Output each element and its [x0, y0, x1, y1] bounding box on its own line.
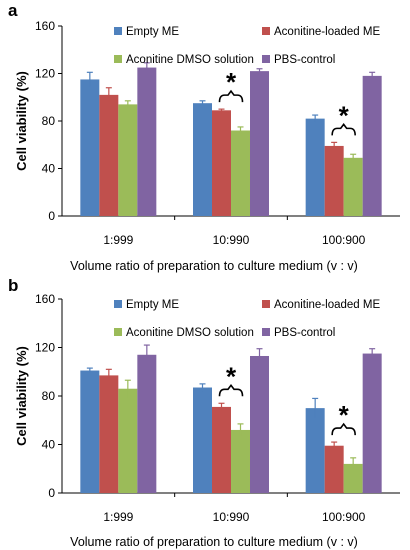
bar [362, 75, 382, 216]
significance-bracket [331, 123, 356, 136]
bar [362, 353, 382, 493]
legend-label: Aconitine-loaded ME [274, 299, 380, 311]
bar [118, 104, 138, 216]
significance-bracket [331, 422, 356, 436]
chart-panel-a: a 0 40 80 120 160 Cell viability (%) 1:999 10:99… [8, 1, 400, 273]
bar [324, 145, 344, 216]
x-tick-label: 100:900 [322, 233, 366, 247]
bar [343, 157, 363, 216]
y-tick-label: 40 [42, 438, 56, 452]
legend-swatch [262, 27, 270, 35]
significance-star: * [339, 400, 350, 430]
bar [250, 71, 269, 216]
chart-panel-b: b 0 40 80 120 160 Cell viability (%) 1:999 10:99… [8, 276, 400, 549]
y-axis-label: Cell viability (%) [14, 346, 29, 446]
significance-bracket [218, 383, 244, 397]
bar [118, 388, 138, 493]
bar [99, 375, 119, 493]
bar [231, 130, 250, 216]
x-axis-label: Volume ratio of preparation to culture m… [70, 535, 358, 549]
y-tick-label: 80 [42, 389, 56, 403]
x-tick-label: 100:900 [322, 510, 366, 524]
y-tick-label: 80 [42, 114, 56, 128]
panel-letter: a [8, 1, 18, 20]
y-tick-label: 160 [35, 292, 55, 306]
bar [80, 79, 100, 216]
bar [193, 103, 212, 216]
bar [212, 406, 231, 493]
legend-swatch [262, 55, 270, 63]
y-axis-label: Cell viability (%) [14, 71, 29, 171]
legend-label: Aconitine DMSO solution [126, 54, 254, 66]
x-tick-label: 10:990 [213, 510, 250, 524]
legend-swatch [114, 328, 122, 336]
legend-label: PBS-control [274, 54, 335, 66]
legend-swatch [114, 300, 122, 308]
bar [305, 408, 325, 493]
legend-label: PBS-control [274, 327, 335, 339]
bar [193, 387, 212, 493]
bar [324, 445, 344, 493]
y-tick-label: 0 [48, 209, 55, 223]
significance-star: * [339, 100, 350, 130]
y-tick-label: 120 [35, 67, 55, 81]
bar [231, 429, 250, 493]
significance-star: * [226, 67, 237, 97]
x-axis-label: Volume ratio of preparation to culture m… [70, 259, 358, 273]
legend-label: Empty ME [126, 26, 179, 38]
significance-bracket [218, 89, 244, 103]
legend-swatch [262, 300, 270, 308]
x-tick-label: 1:999 [103, 510, 133, 524]
bar [343, 463, 363, 493]
y-tick-label: 160 [35, 19, 55, 33]
bar [137, 67, 157, 216]
y-tick-label: 40 [42, 162, 56, 176]
panel-letter: b [8, 276, 18, 295]
legend-label: Empty ME [126, 299, 179, 311]
legend-swatch [262, 328, 270, 336]
bar [305, 118, 325, 216]
bar [137, 354, 157, 493]
legend-swatch [114, 27, 122, 35]
significance-star: * [226, 361, 237, 391]
bar [250, 355, 269, 493]
y-tick-label: 120 [35, 341, 55, 355]
legend-label: Aconitine-loaded ME [274, 26, 380, 38]
legend-label: Aconitine DMSO solution [126, 327, 254, 339]
bar [80, 370, 100, 493]
y-tick-label: 0 [48, 486, 55, 500]
x-tick-label: 10:990 [213, 233, 250, 247]
bar [212, 110, 231, 216]
legend-swatch [114, 55, 122, 63]
x-tick-label: 1:999 [103, 233, 133, 247]
bar [99, 94, 119, 216]
